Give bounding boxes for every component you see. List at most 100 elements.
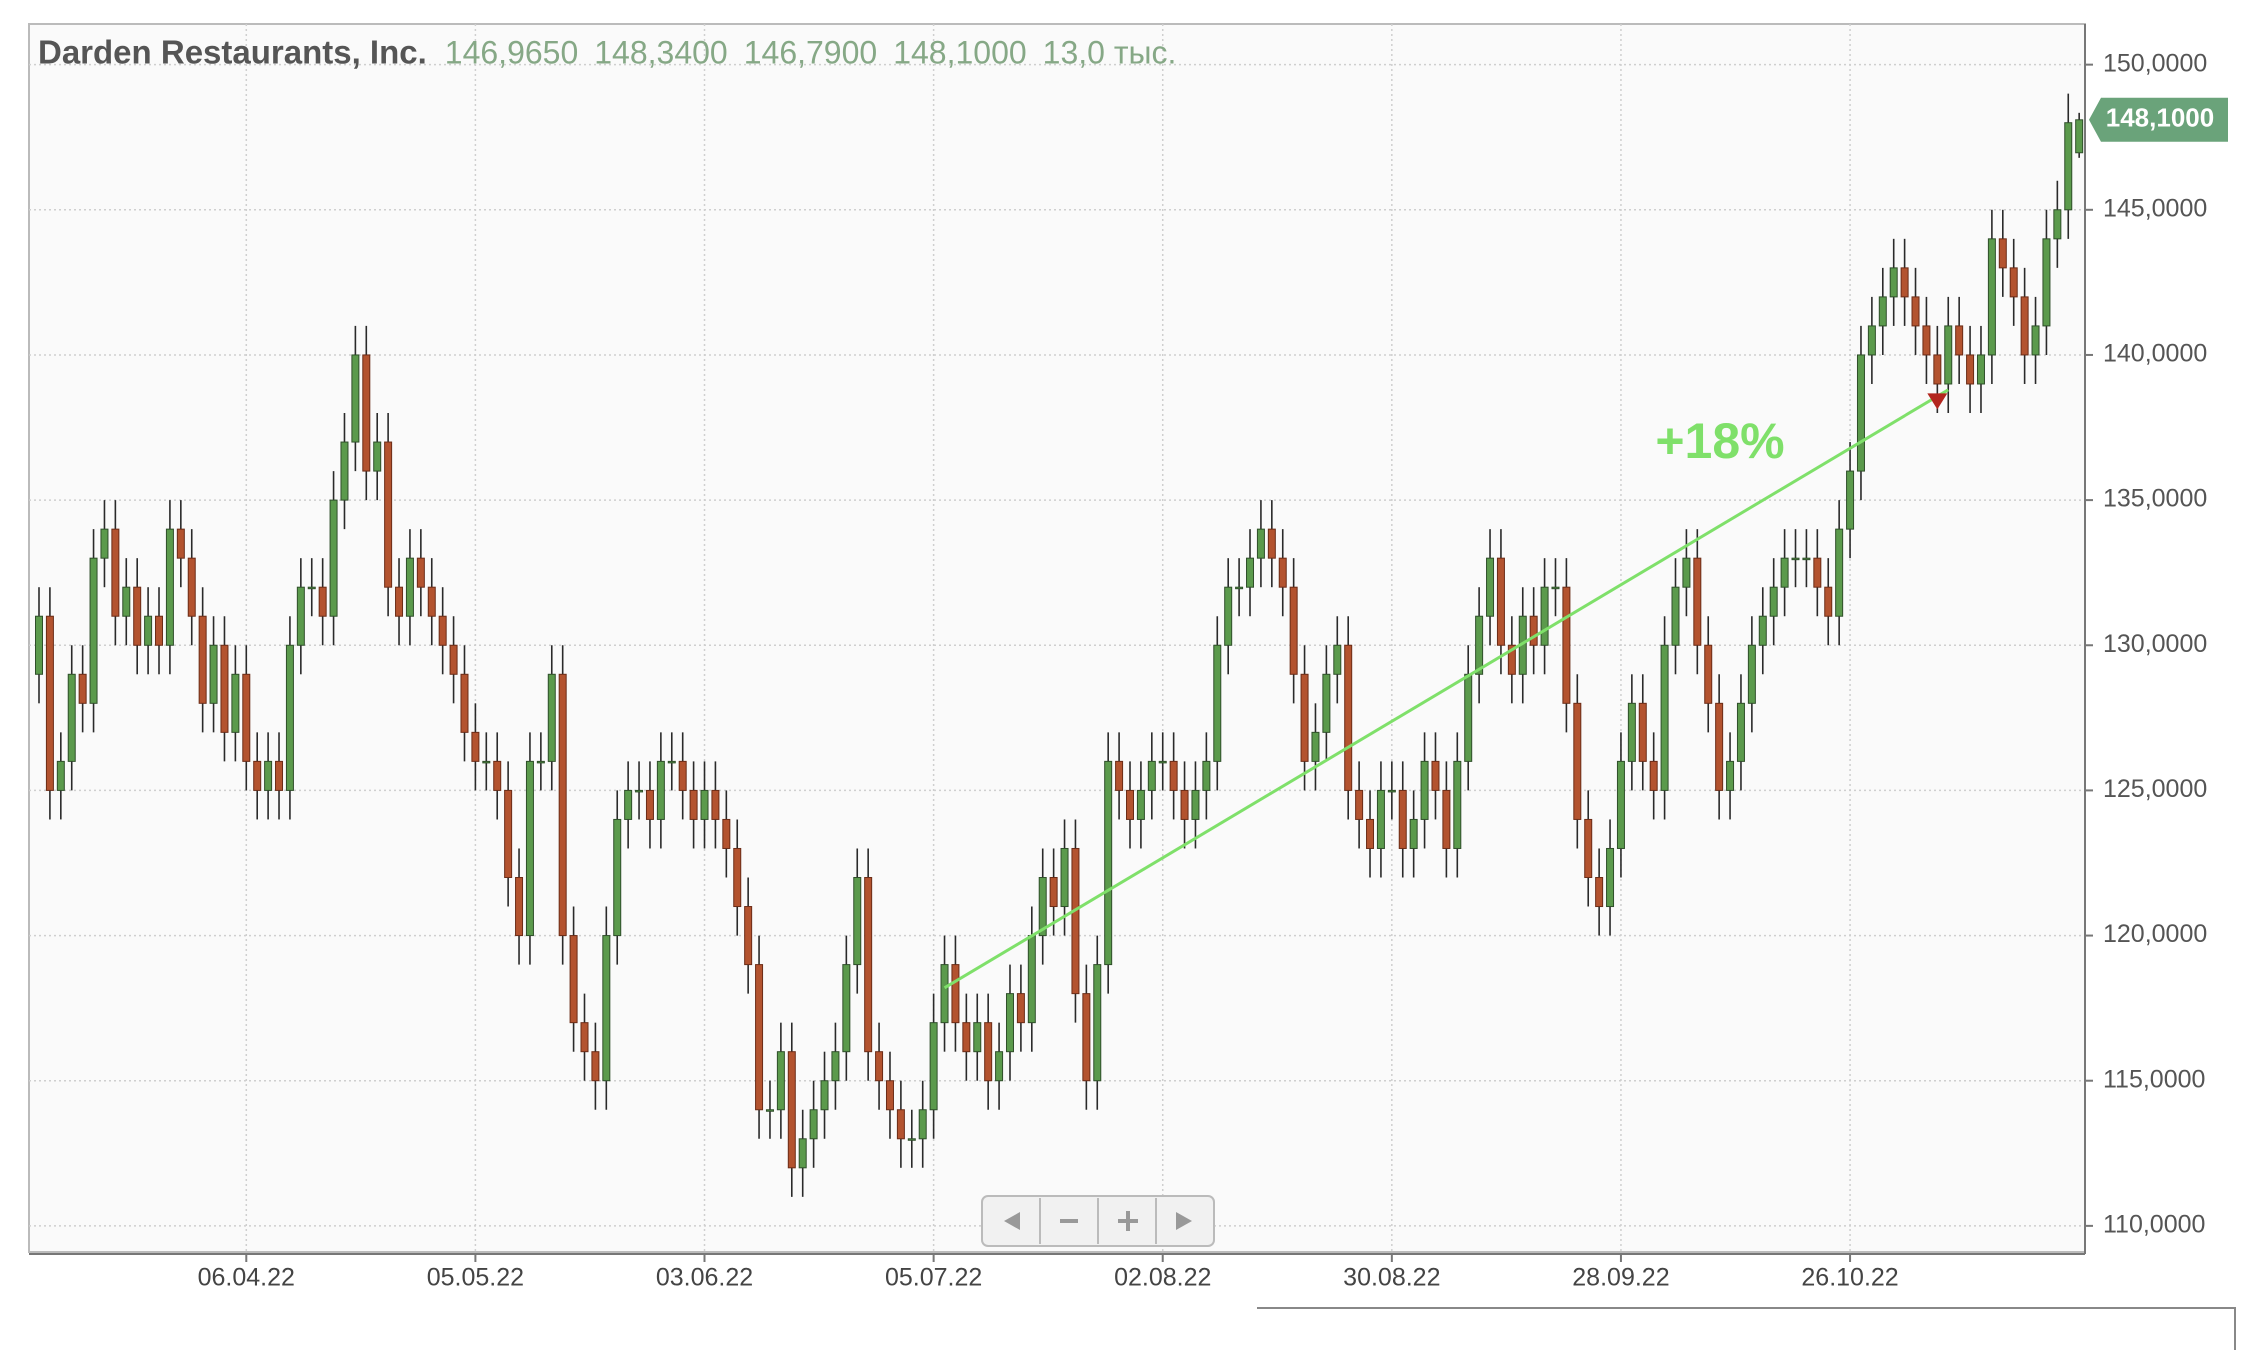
candle-body xyxy=(1333,644,1342,675)
candle-body xyxy=(1147,760,1156,791)
candle-body xyxy=(296,586,305,646)
candle-body xyxy=(329,499,338,617)
candle-body xyxy=(165,528,174,646)
candle-body xyxy=(1813,557,1822,588)
candle-body xyxy=(1529,615,1538,646)
candle-body xyxy=(1104,760,1113,966)
candle-body xyxy=(962,1022,971,1053)
candle-body xyxy=(1376,789,1385,849)
candle-body xyxy=(1769,586,1778,617)
candle-body xyxy=(1911,296,1920,327)
last-price-badge xyxy=(2089,97,2228,142)
candle-body xyxy=(1900,267,1909,298)
zoom-in[interactable] xyxy=(1118,1211,1138,1231)
candle-body xyxy=(362,354,371,472)
candle-body xyxy=(536,760,545,764)
candle-body xyxy=(253,760,262,791)
candle-body xyxy=(493,760,502,791)
candle-body xyxy=(700,789,709,820)
candle-body xyxy=(1093,964,1102,1082)
y-tick-label: 115,0000 xyxy=(2103,1065,2205,1093)
candle-body xyxy=(1409,818,1418,849)
header-value: 146,7900 xyxy=(744,34,877,70)
candle-body xyxy=(2064,122,2073,211)
candle-body xyxy=(689,789,698,820)
candle-body xyxy=(275,760,284,791)
header-value: 148,3400 xyxy=(594,34,727,70)
candle-body xyxy=(613,818,622,937)
candle-body xyxy=(1016,993,1025,1024)
candle-body xyxy=(896,1109,905,1140)
y-tick-label: 125,0000 xyxy=(2103,775,2207,803)
candle-body xyxy=(2009,267,2018,298)
candle-body xyxy=(231,673,240,733)
candle-body xyxy=(1420,760,1429,820)
candle-body xyxy=(1726,760,1735,791)
candle-body xyxy=(624,789,633,820)
candle-body xyxy=(744,906,753,966)
candle-body xyxy=(918,1109,927,1140)
candle-body xyxy=(264,760,273,791)
candle-body xyxy=(984,1022,993,1082)
candle-body xyxy=(1453,760,1462,849)
candle-body xyxy=(1682,557,1691,588)
candle-body xyxy=(1431,760,1440,791)
x-tick-label: 05.05.22 xyxy=(427,1264,524,1292)
candle-body xyxy=(1933,354,1942,385)
candle-body xyxy=(973,1022,982,1053)
candle-body xyxy=(1049,877,1058,908)
candle-body xyxy=(176,528,185,559)
last-price-label: 148,1000 xyxy=(2106,103,2214,133)
candle-body xyxy=(1824,586,1833,617)
y-tick-label: 135,0000 xyxy=(2103,485,2207,513)
x-tick-label: 03.06.22 xyxy=(656,1264,753,1292)
candle-body xyxy=(2031,325,2040,356)
candle-body xyxy=(220,644,229,733)
frame xyxy=(1257,1307,2236,1350)
candle-body xyxy=(2053,209,2062,240)
annotation: +18% xyxy=(1655,413,1784,469)
candle-body xyxy=(929,1022,938,1111)
candle-body xyxy=(842,964,851,1053)
candle-body xyxy=(155,615,164,646)
candle-body xyxy=(460,673,469,733)
scroll-left[interactable] xyxy=(1004,1212,1020,1230)
candle-body xyxy=(2020,296,2029,356)
candle-body xyxy=(405,557,414,617)
candle-body xyxy=(144,615,153,646)
candle-body xyxy=(722,818,731,849)
candle-body xyxy=(1616,760,1625,849)
x-tick-label: 06.04.22 xyxy=(198,1264,295,1292)
candle-body xyxy=(1704,644,1713,704)
candle-body xyxy=(1878,296,1887,327)
candle-body xyxy=(1180,789,1189,820)
candle-body xyxy=(67,673,76,762)
candle-body xyxy=(515,877,524,937)
candle-body xyxy=(1322,673,1331,733)
candle-body xyxy=(787,1051,796,1169)
candle-body xyxy=(1158,760,1167,764)
candle-body xyxy=(1300,673,1309,762)
candle-body xyxy=(1791,557,1800,561)
candle-body xyxy=(1060,847,1069,908)
candle-body xyxy=(1867,325,1876,356)
candle-body xyxy=(1595,877,1604,908)
candle-body xyxy=(667,760,676,764)
candle-body xyxy=(2042,238,2051,327)
candle-body xyxy=(1507,644,1516,675)
candle-body xyxy=(318,586,327,617)
y-tick-label: 130,0000 xyxy=(2103,630,2207,658)
candle-body xyxy=(1715,702,1724,791)
candle-body xyxy=(1835,528,1844,617)
zoom-out[interactable] xyxy=(1060,1219,1078,1223)
candle-body xyxy=(755,964,764,1111)
candle-body xyxy=(1966,354,1975,385)
candle-body xyxy=(678,760,687,791)
candle-body xyxy=(820,1080,829,1111)
scroll-right[interactable] xyxy=(1176,1212,1192,1230)
candle-body xyxy=(591,1051,600,1082)
candle-body xyxy=(471,731,480,762)
candle-body xyxy=(1387,789,1396,793)
candle-body xyxy=(602,935,611,1082)
